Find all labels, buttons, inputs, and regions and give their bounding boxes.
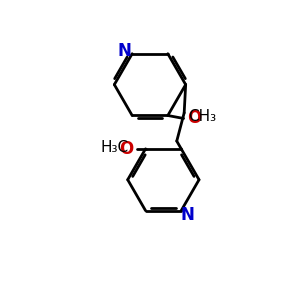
Text: N: N bbox=[118, 42, 132, 60]
Text: H₃C: H₃C bbox=[100, 140, 128, 155]
Text: O: O bbox=[187, 110, 201, 128]
Text: O: O bbox=[119, 140, 133, 158]
Text: N: N bbox=[181, 206, 195, 224]
Text: CH₃: CH₃ bbox=[188, 110, 216, 124]
